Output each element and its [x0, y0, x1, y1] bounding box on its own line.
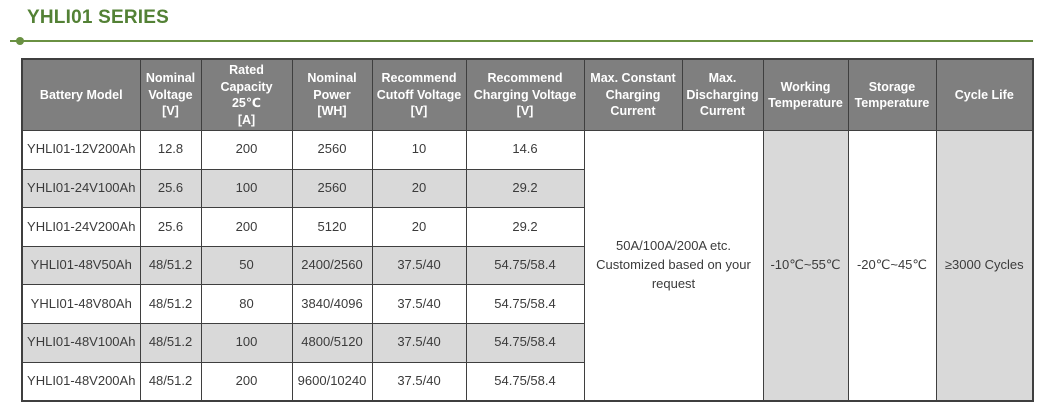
column-header-working-temperature: Working Temperature	[762, 58, 849, 131]
table-body: YHLI01-12V200Ah 12.8 200 2560 10 14.6 50A/100A…	[21, 129, 1034, 402]
table-row: YHLI01-48V50Ah 48/51.2 50 2400/2560 37.5/40 5…	[21, 245, 1033, 286]
battery-spec-table: Battery Model Nominal Voltage [V] Rated Ca…	[21, 58, 1034, 402]
value-cell: 54.75/58.4	[465, 322, 585, 363]
value-cell: 80	[200, 284, 293, 324]
table-row: YHLI01-24V100Ah 25.6 100 2560 20 29.2	[21, 168, 1033, 209]
battery-model-cell: YHLI01-48V200Ah	[21, 361, 141, 402]
value-cell: 200	[200, 207, 293, 247]
column-header-recommend-cutoff-voltage: Recommend Cutoff Voltage [V]	[371, 58, 467, 131]
value-cell: 54.75/58.4	[465, 284, 585, 324]
working-temperature-cell: -10℃~55℃	[762, 129, 849, 402]
column-header-storage-temperature: Storage Temperature	[847, 58, 937, 131]
value-cell: 37.5/40	[371, 361, 467, 402]
page-title: YHLI01 SERIES	[27, 7, 169, 28]
value-cell: 20	[371, 207, 467, 247]
value-cell: 200	[200, 361, 293, 402]
value-cell: 48/51.2	[139, 361, 202, 402]
table-row: YHLI01-48V80Ah 48/51.2 80 3840/4096 37.5/40 5…	[21, 284, 1033, 324]
storage-temperature-cell: -20℃~45℃	[847, 129, 937, 402]
value-cell: 10	[371, 130, 467, 170]
value-cell: 50	[200, 245, 293, 286]
value-cell: 37.5/40	[371, 284, 467, 324]
value-cell: 100	[200, 168, 293, 209]
value-cell: 4800/5120	[291, 322, 373, 363]
value-cell: 12.8	[139, 130, 202, 170]
value-cell: 29.2	[465, 168, 585, 209]
table-row: YHLI01-12V200Ah 12.8 200 2560 10 14.6 50A/100A…	[21, 129, 1034, 402]
battery-model-cell: YHLI01-48V80Ah	[21, 284, 141, 324]
value-cell: 2560	[291, 168, 373, 209]
value-cell: 2400/2560	[291, 245, 373, 286]
column-header-battery-model: Battery Model	[21, 58, 141, 131]
value-cell: 48/51.2	[139, 245, 202, 286]
column-header-max-discharging-current: Max. Discharging Current	[681, 58, 764, 131]
column-header-cycle-life: Cycle Life	[935, 58, 1034, 131]
value-cell: 5120	[291, 207, 373, 247]
value-cell: 29.2	[465, 207, 585, 247]
table-row: YHLI01-48V200Ah 48/51.2 200 9600/10240 37.5/…	[21, 361, 1033, 402]
max-current-note-cell: 50A/100A/200A etc. Customized based on y…	[583, 129, 764, 402]
column-header-nominal-power: Nominal Power [WH]	[291, 58, 373, 131]
battery-model-cell: YHLI01-24V200Ah	[21, 207, 141, 247]
column-header-recommend-charging-voltage: Recommend Charging Voltage [V]	[465, 58, 585, 131]
value-cell: 3840/4096	[291, 284, 373, 324]
column-header-max-constant-charging-current: Max. Constant Charging Current	[583, 58, 683, 131]
title-divider-dot	[16, 37, 24, 45]
value-cell: 20	[371, 168, 467, 209]
value-cell: 9600/10240	[291, 361, 373, 402]
title-divider-line	[10, 40, 1033, 42]
value-cell: 25.6	[139, 168, 202, 209]
column-header-nominal-voltage: Nominal Voltage [V]	[139, 58, 202, 131]
value-cell: 37.5/40	[371, 245, 467, 286]
value-cell: 54.75/58.4	[465, 361, 585, 402]
table-row: YHLI01-24V200Ah 25.6 200 5120 20 29.2	[21, 207, 1033, 247]
value-cell: 48/51.2	[139, 322, 202, 363]
column-header-rated-capacity: Rated Capacity 25℃ [A]	[200, 58, 293, 131]
value-cell: 37.5/40	[371, 322, 467, 363]
battery-model-cell: YHLI01-12V200Ah	[21, 130, 141, 170]
cycle-life-cell: ≥3000 Cycles	[935, 129, 1034, 402]
value-cell: 100	[200, 322, 293, 363]
value-cell: 14.6	[465, 130, 585, 170]
value-cell: 2560	[291, 130, 373, 170]
value-cell: 200	[200, 130, 293, 170]
value-cell: 25.6	[139, 207, 202, 247]
battery-model-cell: YHLI01-48V50Ah	[21, 245, 141, 286]
battery-model-cell: YHLI01-24V100Ah	[21, 168, 141, 209]
value-cell: 48/51.2	[139, 284, 202, 324]
table-row: YHLI01-48V100Ah 48/51.2 100 4800/5120 37.5/4…	[21, 322, 1033, 363]
battery-model-cell: YHLI01-48V100Ah	[21, 322, 141, 363]
value-cell: 54.75/58.4	[465, 245, 585, 286]
header-row: Battery Model Nominal Voltage [V] Rated Ca…	[21, 58, 1034, 131]
